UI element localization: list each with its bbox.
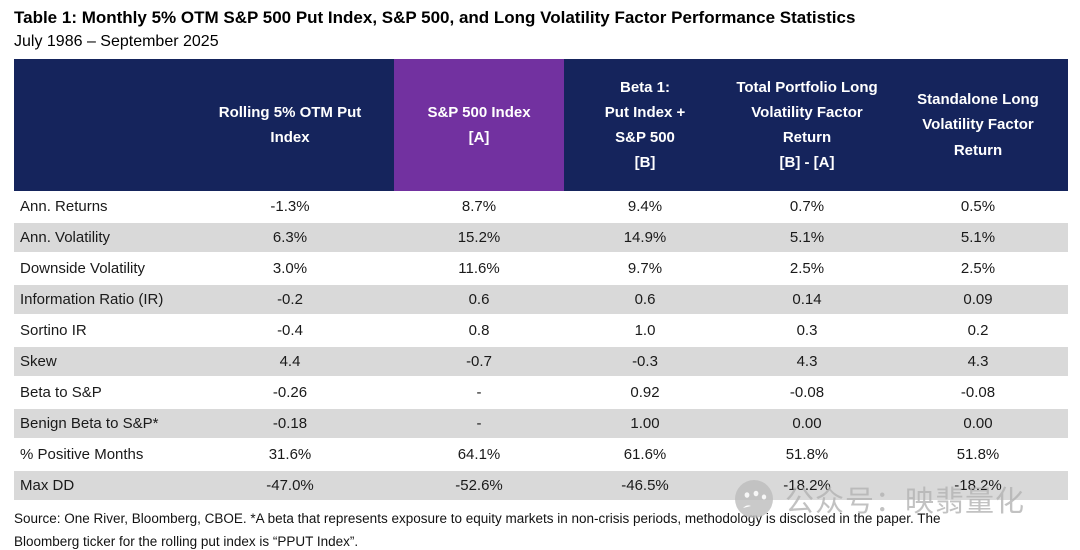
cell-value: 0.5%	[960, 197, 996, 215]
cell-value: -	[476, 415, 482, 432]
table-row: % Positive Months 31.6% 64.1% 61.6% 51.8…	[14, 439, 1068, 470]
table-row: Ann. Returns -1.3% 8.7% 9.4% 0.7% 0.5%	[14, 191, 1068, 222]
cell-value: -18.2%	[783, 477, 831, 494]
header-cell-total-portfolio: Total Portfolio Long Volatility Factor R…	[726, 59, 888, 191]
cell-value: -0.08	[960, 384, 996, 401]
cell-value: -0.7	[466, 353, 492, 370]
header-cell-standalone: Standalone Long Volatility Factor Return	[888, 59, 1068, 191]
cell-value: 15.2%	[457, 229, 501, 246]
cell-value: 0.3	[796, 322, 818, 339]
table-row: Information Ratio (IR) -0.2 0.6 0.6 0.14…	[14, 284, 1068, 315]
cell-value: 14.9%	[623, 229, 667, 246]
cell-value: 8.7%	[461, 197, 497, 215]
cell-value: 11.6%	[458, 260, 500, 277]
cell-value: -18.2%	[954, 477, 1002, 494]
cell-value: 4.3	[796, 353, 818, 370]
cell-value: 9.4%	[627, 197, 663, 215]
header-row: Rolling 5% OTM Put Index S&P 500 Index […	[14, 59, 1068, 191]
cell-value: -	[476, 384, 482, 401]
cell-value: 0.14	[792, 291, 822, 308]
cell-value: 64.1%	[457, 446, 501, 463]
cell-value: 4.3	[967, 353, 989, 370]
cell-value: 9.7%	[627, 260, 663, 277]
cell-value: -0.08	[789, 384, 825, 401]
row-label: Max DD	[20, 477, 75, 494]
cell-value: 0.09	[963, 291, 993, 308]
cell-value: 0.92	[630, 384, 660, 401]
row-label: % Positive Months	[20, 446, 144, 463]
cell-value: -0.18	[272, 415, 308, 432]
cell-value: 5.1%	[960, 229, 996, 246]
row-label: Information Ratio (IR)	[20, 291, 164, 308]
table-row: Downside Volatility 3.0% 11.6% 9.7% 2.5%…	[14, 253, 1068, 284]
cell-value: 0.6	[634, 291, 656, 308]
cell-value: 3.0%	[272, 260, 308, 277]
row-label: Sortino IR	[20, 322, 87, 339]
page-subtitle: July 1986 – September 2025	[14, 33, 219, 50]
header-cell-sp500: S&P 500 Index [A]	[394, 59, 564, 191]
table-header: Rolling 5% OTM Put Index S&P 500 Index […	[14, 59, 1068, 191]
row-label: Ann. Returns	[20, 197, 108, 215]
row-label: Downside Volatility	[20, 260, 146, 277]
source-footnote: Source: One River, Bloomberg, CBOE. *A b…	[14, 511, 941, 550]
table-row: Sortino IR -0.4 0.8 1.0 0.3 0.2	[14, 315, 1068, 346]
table-row: Max DD -47.0% -52.6% -46.5% -18.2% -18.2…	[14, 470, 1068, 501]
row-label: Beta to S&P	[20, 384, 102, 401]
cell-value: 5.1%	[789, 229, 825, 246]
cell-value: 0.8	[468, 322, 490, 339]
cell-value: 1.0	[634, 322, 656, 339]
cell-value: -0.4	[277, 322, 303, 339]
cell-value: 0.7%	[789, 197, 825, 215]
cell-value: 51.8%	[785, 446, 829, 463]
cell-value: -0.26	[272, 384, 308, 401]
page-title: Table 1: Monthly 5% OTM S&P 500 Put Inde…	[14, 8, 856, 27]
cell-value: -1.3%	[270, 197, 310, 215]
cell-value: 61.6%	[623, 446, 667, 463]
cell-value: 2.5%	[789, 260, 825, 277]
header-cell-beta1: Beta 1: Put Index + S&P 500 [B]	[564, 59, 726, 191]
table-row: Ann. Volatility 6.3% 15.2% 14.9% 5.1% 5.…	[14, 222, 1068, 253]
cell-value: 0.2	[967, 322, 989, 339]
cell-value: -47.0%	[266, 477, 314, 494]
cell-value: -0.2	[277, 291, 303, 308]
cell-value: 4.4	[279, 353, 301, 370]
performance-stats-table: Rolling 5% OTM Put Index S&P 500 Index […	[14, 59, 1068, 502]
cell-value: 51.8%	[956, 446, 1000, 463]
header-cell-put-index: Rolling 5% OTM Put Index	[186, 59, 394, 191]
table-row: Skew 4.4 -0.7 -0.3 4.3 4.3	[14, 346, 1068, 377]
header-cell-empty	[14, 59, 186, 191]
cell-value: -52.6%	[455, 477, 503, 494]
cell-value: 6.3%	[272, 229, 308, 246]
cell-value: -0.3	[632, 353, 658, 370]
table-row: Beta to S&P -0.26 - 0.92 -0.08 -0.08	[14, 377, 1068, 408]
row-label: Skew	[20, 353, 57, 370]
cell-value: 0.00	[792, 415, 822, 432]
cell-value: -46.5%	[621, 477, 669, 494]
cell-value: 0.6	[468, 291, 490, 308]
cell-value: 1.00	[630, 415, 660, 432]
table-row: Benign Beta to S&P* -0.18 - 1.00 0.00 0.…	[14, 408, 1068, 439]
cell-value: 31.6%	[268, 446, 312, 463]
table-body: Ann. Returns -1.3% 8.7% 9.4% 0.7% 0.5% A…	[14, 191, 1068, 501]
cell-value: 0.00	[963, 415, 993, 432]
row-label: Ann. Volatility	[20, 229, 111, 246]
row-label: Benign Beta to S&P*	[20, 415, 159, 432]
cell-value: 2.5%	[960, 260, 996, 277]
